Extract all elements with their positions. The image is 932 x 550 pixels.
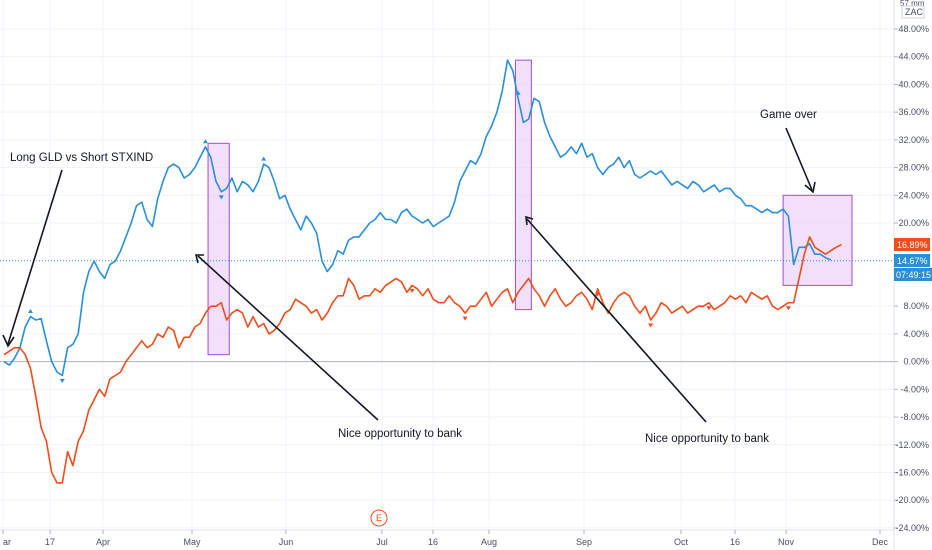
signal-marker [261,156,267,161]
x-tick-label: May [183,537,201,547]
x-tick-label: Apr [96,537,110,547]
earnings-marker-circle [370,509,388,527]
signal-marker [515,90,521,95]
annotation-bank-1: Nice opportunity to bank [338,428,462,440]
y-tick-label: -16.00% [895,467,929,477]
signal-marker [409,288,415,293]
signal-marks [28,90,791,383]
scale-mode-label: ZAC [905,7,924,17]
arrow-game-over [785,127,813,191]
y-tick-label: 20.00% [898,218,929,228]
y-tick-label: 44.00% [898,52,929,62]
highlight-box [782,194,853,286]
x-tick-label: Aug [481,537,497,547]
y-tick-label: 28.00% [898,163,929,173]
y-tick-label: -20.00% [895,495,929,505]
y-tick-label: 0.00% [903,357,929,367]
signal-marker [595,292,601,297]
annotation-arrows [2,127,816,423]
annotation-long-gld: Long GLD vs Short STXIND [10,152,153,164]
earnings-marker[interactable]: E [370,509,388,527]
signal-marker [706,306,712,311]
arrow-long-gld [7,169,63,345]
highlight-boxes [207,59,853,356]
signal-marker [202,139,208,144]
y-tick-label: 24.00% [898,190,929,200]
y-tick-label: 40.00% [898,79,929,89]
highlight-box [207,142,230,356]
signal-marker [648,323,654,328]
badge-red [894,238,930,251]
arrow-game-over-head [804,181,816,194]
badge-time-text: 07:49:15 [896,270,931,280]
y-tick-label: 48.00% [898,24,929,34]
series-layer [3,59,842,484]
annotation-game-over: Game over [760,109,817,121]
y-axis-ticks: 48.00% 44.00% 40.00% 36.00% 32.00% 28.00% 24.0… [894,24,929,533]
y-tick-label: -24.00% [895,523,929,533]
x-tick-label: Jul [376,537,388,547]
arrow-bank-2 [526,218,707,423]
arrow-bank-2-head [525,215,534,226]
signal-marker [218,195,224,200]
badge-red-text: 16.89% [897,240,928,250]
x-axis-ticks: ar 17 Apr May Jun Jul 16 Aug Sep Oct 16 Nov Dec [2,530,889,547]
x-tick-label: Sep [576,537,592,547]
x-tick-label: Jun [279,537,294,547]
x-tick-label: Nov [778,537,795,547]
y-tick-label: 36.00% [898,107,929,117]
x-tick-label: 17 [45,537,55,547]
arrow-bank-1-head [194,254,204,264]
badge-time [894,268,932,281]
grid-layer [0,0,894,530]
highlight-box [514,59,532,311]
signal-marker [59,378,65,383]
y-tick-label: -12.00% [895,440,929,450]
x-tick-label: Dec [872,537,889,547]
series-line-red [3,236,842,484]
arrow-bank-1 [197,255,379,421]
x-tick-label: Oct [674,537,689,547]
scale-top-label: 57 mm [900,0,925,8]
x-tick-label: 16 [428,537,438,547]
badge-blue [894,254,930,267]
y-tick-label: 8.00% [903,301,929,311]
y-tick-label: -8.00% [900,412,929,422]
series-line-blue [3,59,832,377]
y-tick-label: -4.00% [900,384,929,394]
signal-marker [785,306,791,311]
y-tick-label: 4.00% [903,329,929,339]
annotation-bank-2: Nice opportunity to bank [645,433,769,445]
arrow-long-gld-head [2,334,15,348]
signal-marker [28,309,33,314]
x-tick-label: ar [3,537,11,547]
badge-blue-text: 14.67% [897,256,928,266]
scale-mode-button[interactable] [901,5,925,19]
signal-marker [462,316,468,321]
y-tick-label: 32.00% [898,135,929,145]
x-tick-label: 16 [730,537,740,547]
earnings-marker-text: E [376,513,382,523]
price-badges: 16.89% 14.67% 07:49:15 [894,238,932,281]
